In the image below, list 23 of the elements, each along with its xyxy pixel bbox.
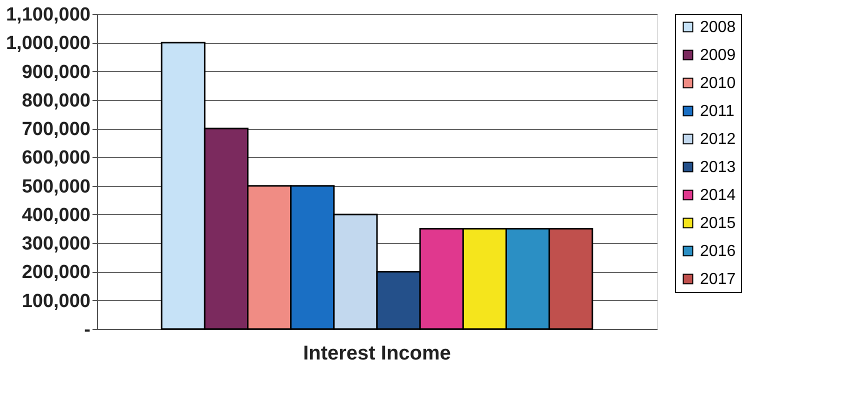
y-tick-label: 400,000	[22, 204, 90, 226]
y-tick-label: 800,000	[22, 90, 90, 112]
y-tick-label: 300,000	[22, 234, 90, 255]
legend-label: 2008	[700, 19, 736, 36]
legend-label: 2016	[700, 243, 736, 260]
y-tick-label: 200,000	[22, 262, 90, 284]
y-tick-label: 1,000,000	[6, 33, 90, 54]
y-tick-label: 900,000	[22, 62, 90, 83]
legend-label: 2009	[700, 47, 736, 64]
legend-label: 2015	[700, 215, 736, 232]
legend-label: 2014	[700, 187, 736, 204]
legend-label: 2012	[700, 131, 736, 148]
legend-label: 2010	[700, 75, 736, 92]
y-tick-label: 1,100,000	[6, 4, 90, 26]
x-tick-label: Interest Income	[303, 342, 451, 364]
y-tick-label: 600,000	[22, 148, 90, 169]
legend-label: 2013	[700, 159, 736, 176]
y-tick-label: 100,000	[22, 290, 90, 312]
legend-label: 2017	[700, 271, 736, 288]
y-tick-label: -	[84, 320, 90, 340]
y-tick-label: 700,000	[22, 119, 90, 140]
legend-label: 2011	[700, 103, 735, 120]
y-tick-label: 500,000	[22, 176, 90, 198]
